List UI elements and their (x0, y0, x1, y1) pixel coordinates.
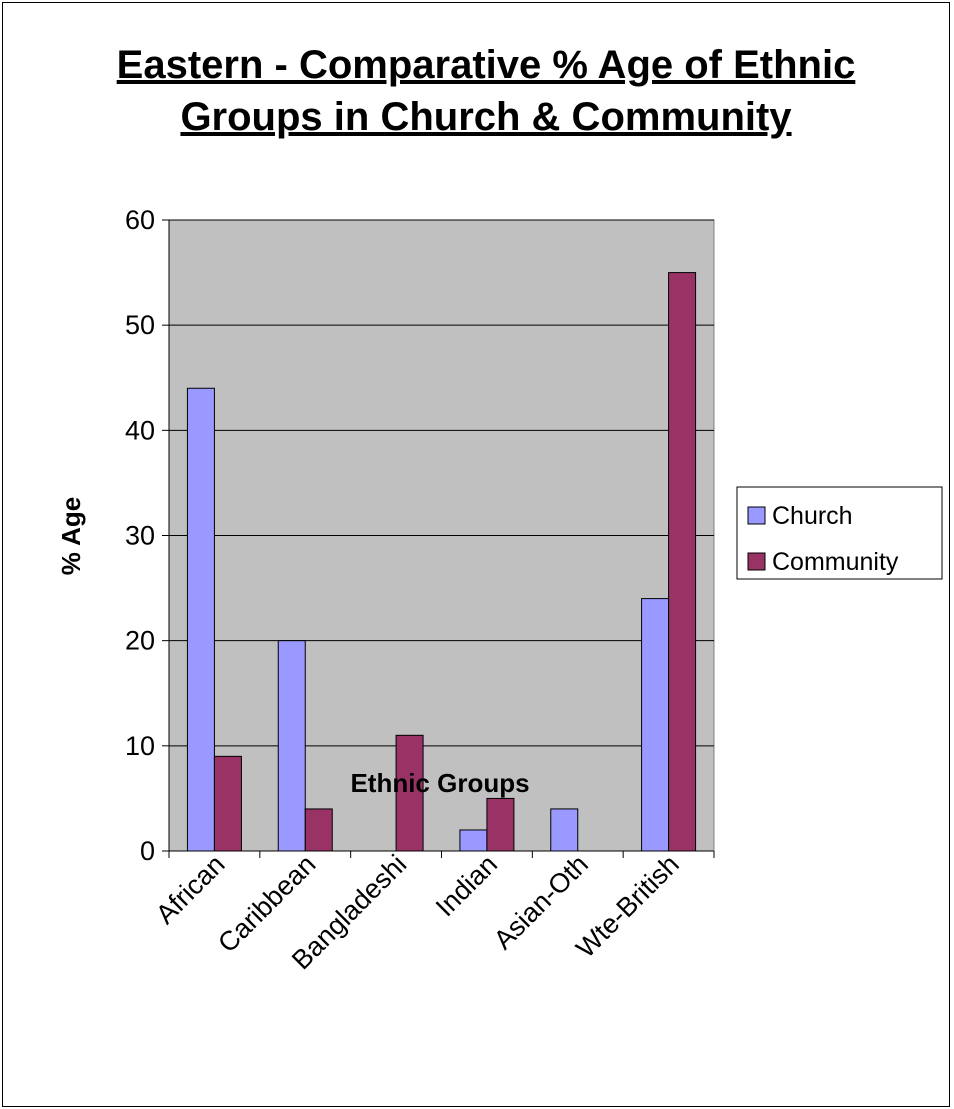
legend-swatch-community (747, 552, 766, 571)
bar-church-wte-british (641, 598, 670, 852)
y-tick-label: 40 (125, 415, 155, 445)
y-tick-label: 60 (125, 205, 155, 235)
y-tick-label: 20 (125, 626, 155, 656)
bar-church-indian (459, 829, 488, 852)
y-tick-label: 50 (125, 310, 155, 340)
legend-swatch-church (747, 506, 766, 525)
chart-title-line-1: Eastern - Comparative % Age of Ethnic (117, 43, 856, 87)
bar-community-african (213, 755, 242, 852)
y-tick-label: 30 (125, 521, 155, 551)
gridlines (169, 219, 714, 747)
x-axis-title: Ethnic Groups (350, 768, 529, 798)
x-tick-label: African (150, 849, 231, 930)
y-tick-labels: 0 10 20 30 40 50 60 (125, 205, 155, 866)
bar-community-caribbean (304, 808, 333, 852)
legend-box (736, 486, 943, 580)
y-axis-title: % Age (56, 497, 86, 576)
legend: Church Community (736, 486, 943, 580)
bar-church-asian-oth (550, 808, 579, 852)
axes (162, 219, 715, 858)
bar-community-wte-british (668, 272, 697, 852)
chart-title-line-2: Groups in Church & Community (180, 95, 792, 139)
bars (186, 272, 697, 852)
bar-community-indian (486, 797, 515, 852)
bar-church-african (186, 387, 215, 852)
bar-church-caribbean (277, 640, 306, 852)
x-tick-label: Indian (430, 849, 503, 922)
y-tick-label: 0 (140, 836, 155, 866)
bar-community-bangladeshi (395, 734, 424, 852)
legend-label-church: Church (772, 502, 853, 530)
y-tick-label: 10 (125, 731, 155, 761)
legend-label-community: Community (772, 548, 899, 576)
